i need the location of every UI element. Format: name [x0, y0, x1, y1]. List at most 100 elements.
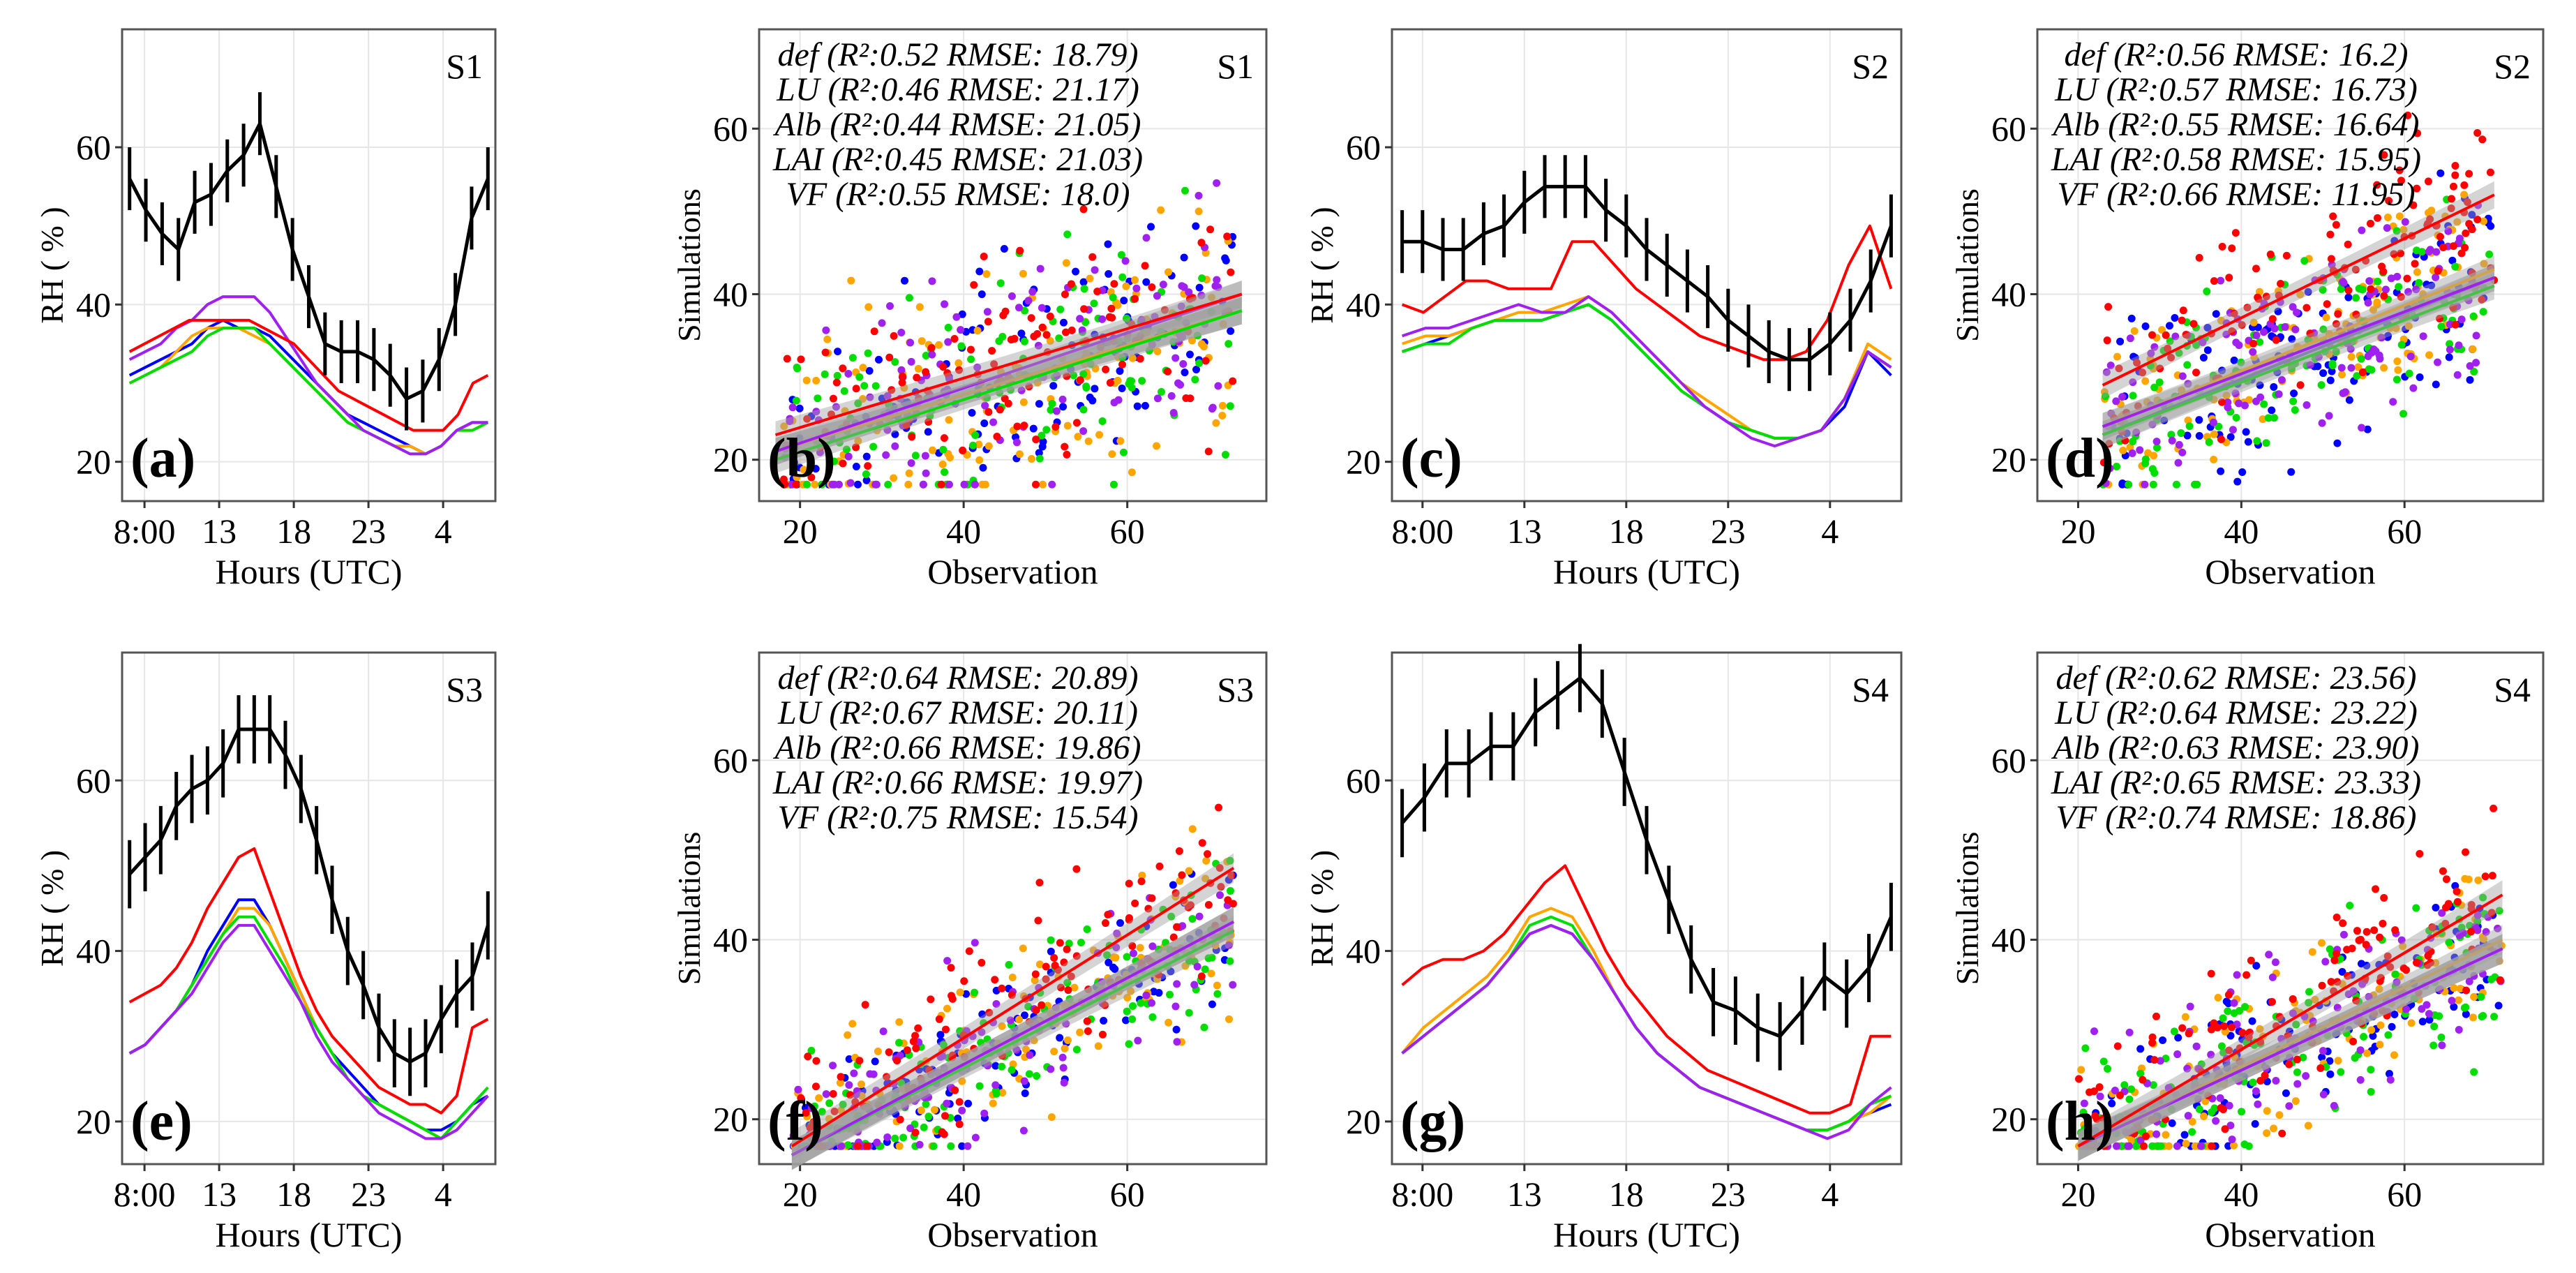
- scatter-point-def: [2121, 436, 2129, 445]
- scatter-point-vf: [2231, 389, 2240, 398]
- scatter-point-def: [2352, 997, 2360, 1005]
- scatter-point-lai: [862, 470, 870, 478]
- scatter-point-lai: [996, 279, 1005, 288]
- scatter-point-def: [2134, 1123, 2142, 1131]
- stats-text-lai: LAI (R²:0.58 RMSE: 15.95): [2051, 141, 2421, 178]
- scatter-point-lai: [2102, 392, 2110, 401]
- scatter-point-vf: [866, 393, 874, 401]
- scatter-point-vf: [845, 1081, 853, 1089]
- scatter-point-def: [855, 1057, 864, 1065]
- scatter-point-lai: [2136, 1069, 2145, 1078]
- scatter-point-lai: [864, 349, 872, 357]
- scatter-point-alb: [2222, 392, 2231, 400]
- scatter-point-vf: [2129, 378, 2137, 387]
- scatter-point-alb: [1185, 867, 1193, 875]
- scatter-point-alb: [978, 480, 987, 489]
- scatter-point-lu: [2256, 381, 2264, 389]
- scatter-point-def: [1118, 360, 1127, 368]
- scatter-point-def: [896, 1115, 904, 1124]
- scatter-point-def: [2451, 161, 2459, 170]
- scatter-point-vf: [2216, 1094, 2224, 1102]
- scatter-point-lai: [891, 358, 899, 366]
- x-tick-label: 23: [1711, 512, 1746, 551]
- scatter-point-lu: [1195, 283, 1204, 292]
- scatter-point-lai: [2317, 381, 2326, 389]
- scatter-point-alb: [2334, 1057, 2342, 1065]
- scatter-point-def: [2358, 1020, 2366, 1028]
- scatter-point-lai: [1056, 305, 1065, 313]
- scatter-point-alb: [904, 480, 913, 489]
- stats-text-vf: VF (R²:0.74 RMSE: 18.86): [2056, 799, 2417, 836]
- scatter-point-vf: [1060, 1078, 1068, 1087]
- scatter-point-def: [2426, 215, 2434, 223]
- scatter-point-lai: [1083, 925, 1091, 933]
- scatter-point-lu: [2224, 1142, 2233, 1150]
- scatter-point-alb: [2413, 268, 2421, 276]
- scatter-point-alb: [2393, 357, 2402, 366]
- scatter-point-def: [852, 385, 860, 393]
- scatter-point-lai: [1021, 306, 1029, 315]
- panel-f: 20 40 60 20 40 60 Observation Simulations S3 def …: [671, 651, 1268, 1254]
- scatter-point-lu: [874, 355, 883, 364]
- scatter-point-def: [792, 480, 800, 489]
- x-axis-label: Hours (UTC): [215, 1215, 402, 1254]
- scatter-point-lu: [2251, 1119, 2259, 1128]
- y-tick-label: 60: [1991, 740, 2026, 780]
- scatter-point-def: [829, 1089, 837, 1098]
- scatter-point-vf: [1185, 288, 1193, 297]
- scatter-point-lu: [1122, 1016, 1130, 1025]
- scatter-point-vf: [2122, 1128, 2130, 1136]
- scatter-point-lu: [2462, 1010, 2470, 1018]
- scatter-point-def: [2236, 1057, 2244, 1066]
- scatter-point-vf: [786, 415, 794, 423]
- scatter-point-alb: [2480, 935, 2488, 943]
- scatter-point-def: [2195, 253, 2203, 262]
- scatter-point-vf: [2482, 928, 2490, 936]
- scatter-point-vf: [973, 363, 982, 371]
- scatter-point-lu: [1020, 1011, 1028, 1020]
- scatter-point-alb: [1021, 1045, 1030, 1054]
- scatter-point-def: [2426, 958, 2434, 967]
- scatter-point-lu: [2183, 431, 2192, 440]
- scatter-point-vf: [2271, 958, 2279, 967]
- scatter-point-vf: [1229, 981, 1237, 989]
- scatter-point-vf: [971, 939, 979, 947]
- scatter-point-alb: [943, 1004, 952, 1013]
- panel-g: 20 40 60 8:00 13 18 23 4 Hours (UTC) RH ( % ) S4 (g…: [1304, 643, 1903, 1254]
- scatter-point-def: [1106, 378, 1114, 387]
- scatter-point-vf: [1058, 395, 1067, 403]
- scatter-point-def: [2085, 1088, 2094, 1096]
- scatter-point-def: [1008, 991, 1016, 999]
- scatter-point-def: [1063, 372, 1071, 380]
- series-line-vf: [1401, 295, 1892, 448]
- scatter-point-def: [2275, 1013, 2284, 1021]
- scatter-point-def: [1051, 423, 1060, 431]
- scatter-point-lu: [2319, 369, 2328, 378]
- scatter-point-lu: [2168, 1119, 2176, 1127]
- scatter-point-def: [2122, 408, 2131, 417]
- scatter-point-alb: [2383, 214, 2392, 222]
- scatter-point-lu: [2290, 389, 2298, 398]
- scatter-point-vf: [2438, 909, 2446, 917]
- scatter-point-vf: [2178, 372, 2187, 380]
- scatter-point-def: [2332, 949, 2341, 958]
- y-axis-label: RH ( % ): [34, 850, 70, 967]
- scatter-point-def: [1173, 923, 1181, 931]
- scatter-point-vf: [2102, 368, 2111, 376]
- scatter-point-alb: [1225, 1015, 1233, 1023]
- scatter-point-lu: [1147, 223, 1155, 231]
- scatter-point-vf: [1014, 304, 1023, 312]
- y-tick-label: 60: [76, 128, 111, 167]
- scatter-point-def: [1016, 246, 1024, 255]
- scatter-point-lai: [2155, 378, 2164, 387]
- scatter-point-lu: [1049, 382, 1058, 390]
- scatter-point-def: [809, 1118, 818, 1126]
- scatter-point-vf: [2364, 352, 2372, 360]
- scatter-point-lai: [1033, 1072, 1041, 1080]
- scatter-point-lu: [2224, 999, 2233, 1008]
- scatter-point-alb: [2456, 984, 2464, 992]
- scatter-point-vf: [992, 999, 1001, 1008]
- scatter-point-def: [1198, 839, 1206, 847]
- scatter-point-lai: [1166, 990, 1174, 999]
- scatter-point-vf: [2118, 393, 2127, 401]
